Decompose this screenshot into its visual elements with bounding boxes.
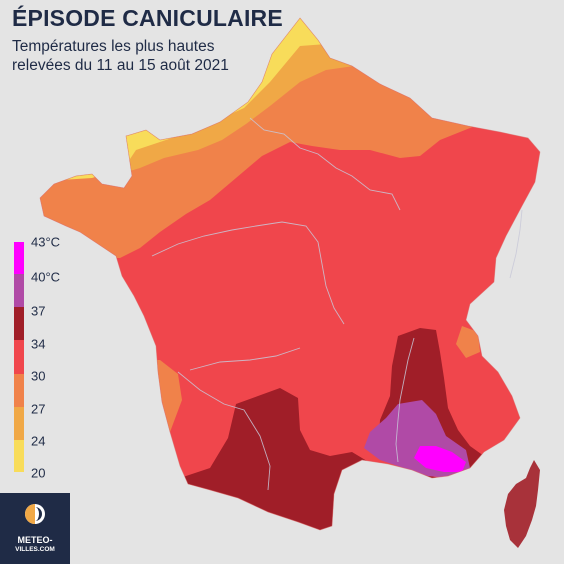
legend-label-30: 30 [31,368,46,384]
legend-swatch-27 [14,407,24,440]
map-title: ÉPISODE CANICULAIRE [12,5,283,31]
river-seine [249,117,401,211]
legend-label-43: 43°C [31,234,61,250]
legend-swatch-43 [14,242,24,274]
river-rhine [509,209,523,279]
brand-line-2: VILLES.COM [15,546,55,553]
river-rhone [395,337,415,463]
subtitle-line-2: relevées du 11 au 15 août 2021 [12,57,229,74]
legend-label-20: 20 [31,465,46,481]
legend-label-27: 27 [31,401,46,417]
rivers [151,117,523,491]
map-subtitle: Températures les plus hautes relevées du… [12,37,229,75]
legend-swatch-34 [14,340,24,374]
legend-swatch-37 [14,307,24,340]
zone-30-east [456,326,480,358]
legend-label-24: 24 [31,433,46,449]
legend-label-34: 34 [31,336,46,352]
brand-line-1: METEO- [17,535,53,545]
coastline [39,17,541,531]
river-garonne [177,371,271,491]
legend-swatch-24 [14,440,24,472]
legend-label-40: 40°C [31,269,61,285]
subtitle-line-1: Températures les plus hautes [12,38,215,55]
legend-swatch-40 [14,274,24,307]
meteo-villes-logo: METEO- VILLES.COM [0,493,70,564]
legend-swatch-30 [14,374,24,407]
zone-43 [414,446,466,472]
river-loire [151,221,345,325]
corsica-island [504,460,540,548]
sun-moon-icon [25,504,45,524]
legend-label-37: 37 [31,303,46,319]
river-dordogne [189,347,301,371]
